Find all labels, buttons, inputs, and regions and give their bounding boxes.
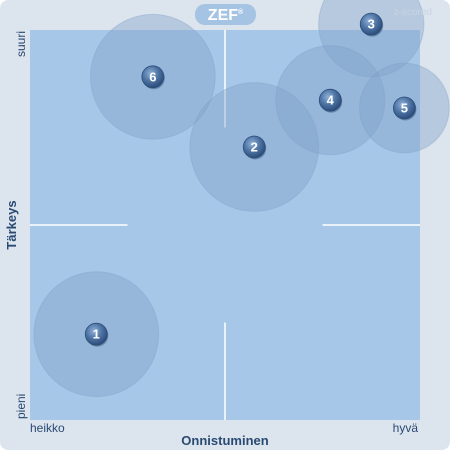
- point-marker-5[interactable]: 5: [392, 96, 417, 121]
- point-marker-dot-5: [392, 96, 416, 120]
- quadrant-dividers: [30, 30, 420, 420]
- point-label-5: 5: [401, 101, 408, 116]
- zef-logo-mark: ®: [238, 8, 244, 16]
- watermark-text: z-scored: [394, 7, 432, 18]
- point-label-3: 3: [368, 17, 375, 32]
- point-marker-2[interactable]: 2: [242, 135, 267, 160]
- point-marker-dot-3: [359, 12, 383, 36]
- svg-text:ZEF®: ZEF®: [208, 7, 244, 24]
- x-axis-title: Onnistuminen: [181, 433, 268, 448]
- point-marker-4[interactable]: 4: [318, 88, 343, 113]
- x-tick-label-low: heikko: [30, 421, 65, 435]
- x-tick-label-high: hyvä: [393, 421, 419, 435]
- point-marker-dot-1: [84, 322, 108, 346]
- y-axis-title: Tärkeys: [4, 200, 19, 249]
- point-marker-dot-4: [318, 88, 342, 112]
- zef-logo-text: ZEF: [208, 7, 238, 24]
- zef-logo-badge: [195, 4, 256, 25]
- y-tick-label-high: suuri: [14, 31, 28, 57]
- point-markers: 1 2 3 4 5 6: [84, 12, 417, 347]
- point-marker-dot-2: [242, 135, 266, 159]
- y-tick-label-low: pieni: [14, 394, 28, 419]
- point-marker-3[interactable]: 3: [359, 12, 384, 37]
- point-label-1: 1: [93, 327, 100, 342]
- point-label-2: 2: [251, 140, 258, 155]
- point-label-6: 6: [149, 69, 156, 84]
- point-label-4: 4: [327, 93, 335, 108]
- zef-logo: ZEF®: [195, 4, 256, 25]
- point-marker-6[interactable]: 6: [141, 65, 165, 90]
- point-marker-dot-6: [141, 65, 165, 89]
- point-marker-1[interactable]: 1: [84, 322, 109, 347]
